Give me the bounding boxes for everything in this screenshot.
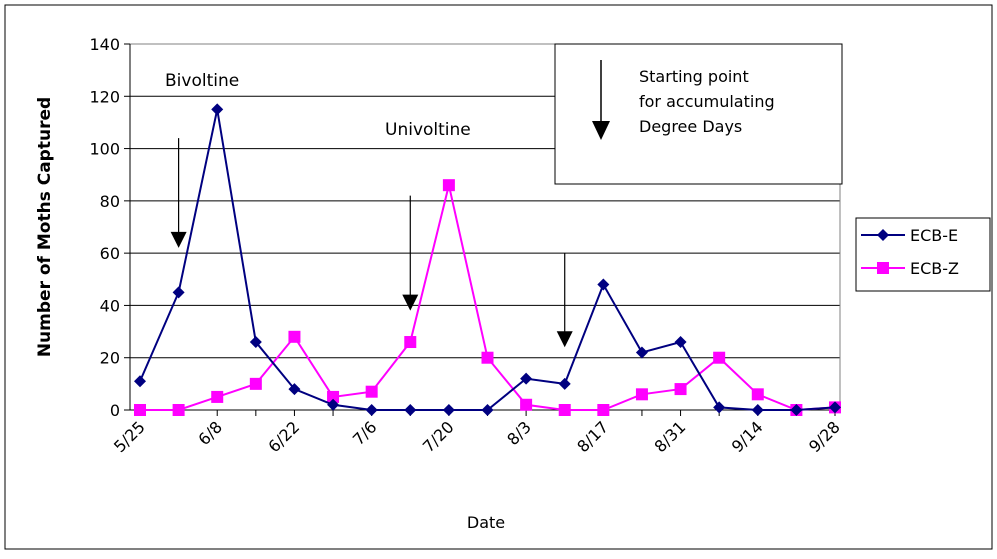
y-tick-label: 80 <box>100 192 120 211</box>
univoltine-label: Univoltine <box>385 120 471 140</box>
point-ecb-z <box>674 383 687 396</box>
y-tick-label: 120 <box>89 87 120 106</box>
point-ecb-z <box>211 390 224 403</box>
legend-label-ecb-z: ECB-Z <box>910 259 959 278</box>
point-ecb-e <box>249 336 262 349</box>
point-ecb-e <box>442 404 455 416</box>
point-ecb-z <box>404 336 417 349</box>
key-arrowhead-icon <box>592 121 610 140</box>
point-ecb-e <box>520 372 533 385</box>
arrow-key-line-2: for accumulating <box>639 92 775 111</box>
arrow-key-line-1: Starting point <box>639 67 749 86</box>
arrow-key-line-3: Degree Days <box>639 117 742 136</box>
y-tick-label: 140 <box>89 35 120 54</box>
point-ecb-e <box>635 346 648 359</box>
point-ecb-z <box>442 179 455 192</box>
point-ecb-e <box>674 336 687 349</box>
y-tick-label: 100 <box>89 140 120 159</box>
legend: ECB-E ECB-Z <box>855 217 991 292</box>
point-ecb-e <box>751 404 764 416</box>
degree-day-arrowhead-icon <box>402 294 419 311</box>
point-ecb-z <box>327 390 340 403</box>
y-tick-label: 40 <box>100 296 120 315</box>
legend-label-ecb-e: ECB-E <box>910 226 958 245</box>
point-ecb-z <box>520 398 533 411</box>
point-ecb-z <box>751 388 764 401</box>
point-ecb-z <box>481 351 494 364</box>
arrow-key-box: Starting point for accumulating Degree D… <box>554 43 843 185</box>
point-ecb-e <box>404 404 417 416</box>
point-ecb-e <box>327 398 340 411</box>
point-ecb-e <box>134 375 146 388</box>
point-ecb-e <box>365 404 378 416</box>
legend-marker-ecb-e <box>877 229 889 241</box>
point-ecb-e <box>481 404 494 416</box>
point-ecb-z <box>288 330 301 343</box>
point-ecb-z <box>249 377 262 390</box>
point-ecb-e <box>597 278 610 291</box>
point-ecb-z <box>713 351 726 364</box>
point-ecb-e <box>790 404 803 416</box>
y-tick-label: 60 <box>100 244 120 263</box>
point-ecb-e <box>211 103 224 116</box>
point-ecb-e <box>829 401 841 414</box>
point-ecb-e <box>713 401 726 414</box>
y-tick-label: 20 <box>100 349 120 368</box>
point-ecb-e <box>288 383 301 396</box>
y-axis-title: Number of Moths Captured <box>35 97 55 357</box>
point-ecb-z <box>635 388 648 401</box>
point-ecb-e <box>172 286 185 299</box>
degree-day-arrowhead-icon <box>556 331 573 348</box>
y-tick-label: 0 <box>110 401 120 420</box>
chart-frame <box>4 4 993 550</box>
bivoltine-label: Bivoltine <box>165 71 239 91</box>
point-ecb-z <box>597 404 610 416</box>
point-ecb-z <box>172 404 185 416</box>
point-ecb-e <box>558 377 571 390</box>
degree-day-arrowhead-icon <box>170 231 187 248</box>
point-ecb-z <box>365 385 378 398</box>
point-ecb-z <box>558 404 571 416</box>
x-axis-title: Date <box>467 513 505 532</box>
legend-marker-ecb-z <box>877 262 889 274</box>
point-ecb-z <box>134 404 146 416</box>
